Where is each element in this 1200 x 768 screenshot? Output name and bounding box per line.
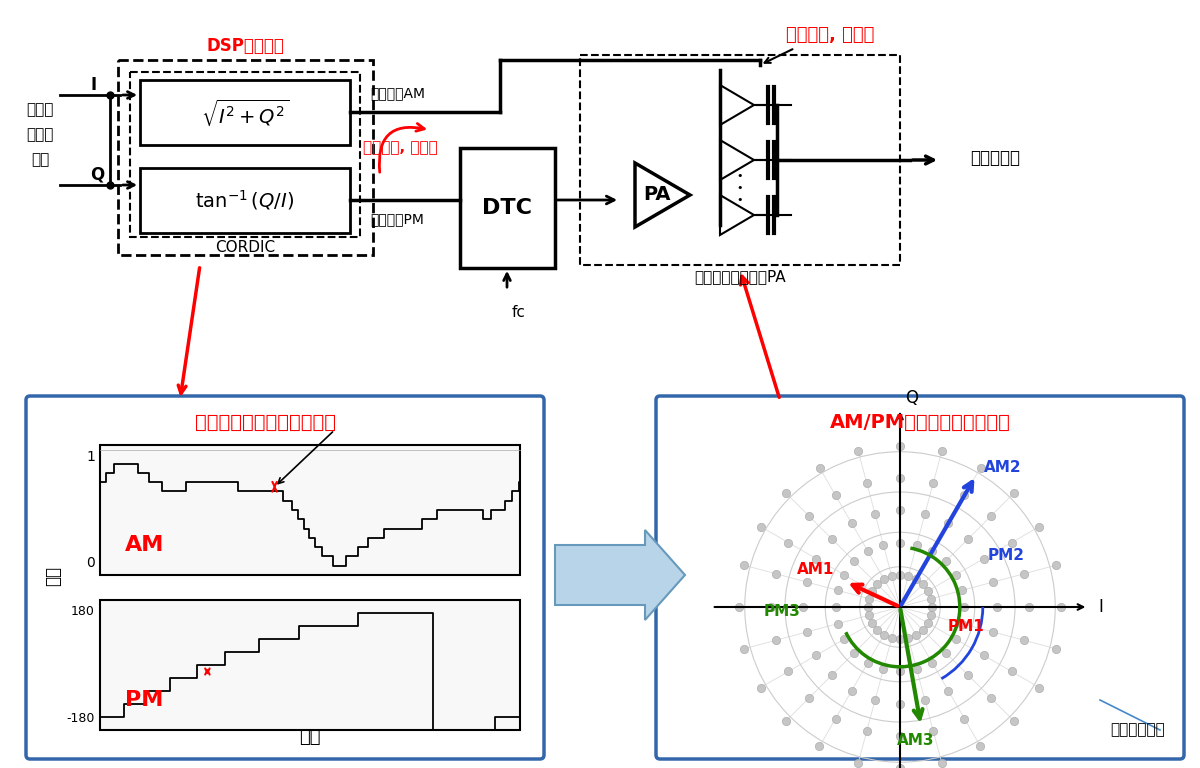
Polygon shape	[720, 140, 754, 180]
Polygon shape	[720, 85, 754, 125]
Text: 1: 1	[86, 450, 95, 464]
Text: •
•
•: • • •	[737, 171, 743, 204]
Text: -180: -180	[67, 712, 95, 725]
Text: PM2: PM2	[988, 548, 1025, 563]
Text: AM: AM	[125, 535, 164, 555]
Text: 振幅: 振幅	[43, 567, 61, 587]
Bar	[140, 168, 350, 233]
Text: DSP消費電力: DSP消費電力	[206, 37, 284, 55]
Text: 取りうる状態: 取りうる状態	[1110, 722, 1165, 737]
Text: 多ビットデジタルPA: 多ビットデジタルPA	[694, 270, 786, 284]
Bar	[100, 600, 520, 730]
Polygon shape	[635, 163, 690, 227]
Polygon shape	[720, 195, 754, 235]
Text: 0: 0	[86, 556, 95, 570]
Text: ベース: ベース	[26, 102, 54, 118]
Text: 消費電力, 非線形: 消費電力, 非線形	[362, 141, 437, 155]
Text: アンテナへ: アンテナへ	[970, 149, 1020, 167]
Text: PA: PA	[643, 186, 671, 204]
Text: から: から	[31, 153, 49, 167]
FancyBboxPatch shape	[26, 396, 544, 759]
Bar	[460, 148, 554, 268]
Text: バンド: バンド	[26, 127, 54, 143]
Text: 180: 180	[71, 605, 95, 618]
Text: AM2: AM2	[984, 460, 1021, 475]
Text: fc: fc	[512, 305, 526, 320]
Text: 電力損失, 非線形: 電力損失, 非線形	[786, 26, 874, 44]
Text: I: I	[1098, 598, 1103, 616]
Text: PM3: PM3	[764, 604, 800, 620]
Bar	[118, 60, 373, 255]
Text: 時間: 時間	[299, 728, 320, 746]
Text: CORDIC: CORDIC	[215, 240, 275, 254]
Text: Q: Q	[90, 166, 104, 184]
Bar	[130, 72, 360, 237]
Text: $\sqrt{I^2+Q^2}$: $\sqrt{I^2+Q^2}$	[200, 98, 289, 127]
Text: Q: Q	[905, 389, 918, 407]
FancyBboxPatch shape	[656, 396, 1184, 759]
Text: AM1: AM1	[797, 562, 834, 578]
Text: $\tan^{-1}(Q/I)$: $\tan^{-1}(Q/I)$	[196, 189, 295, 213]
Text: PM1: PM1	[947, 619, 984, 634]
Text: 多ビットPM: 多ビットPM	[370, 212, 424, 226]
FancyArrow shape	[554, 530, 685, 620]
Text: AM3: AM3	[898, 733, 935, 748]
Text: I: I	[90, 76, 96, 94]
Text: 振幅方向に多ビット量子化: 振幅方向に多ビット量子化	[194, 412, 336, 432]
Bar	[100, 445, 520, 575]
Bar	[580, 55, 900, 265]
Text: AM/PMの組み合わせは多数: AM/PMの組み合わせは多数	[829, 412, 1010, 432]
Bar	[140, 80, 350, 145]
Text: 多ビットAM: 多ビットAM	[370, 86, 425, 100]
Text: DTC: DTC	[482, 198, 533, 218]
Text: PM: PM	[125, 690, 163, 710]
